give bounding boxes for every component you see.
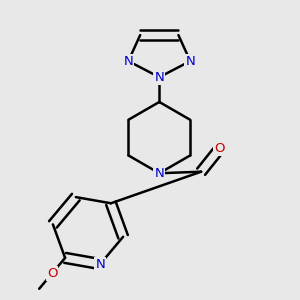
Text: N: N xyxy=(95,258,105,271)
Text: O: O xyxy=(47,267,57,280)
Text: N: N xyxy=(154,71,164,84)
Text: N: N xyxy=(154,167,164,180)
Text: N: N xyxy=(185,55,195,68)
Text: O: O xyxy=(214,142,225,155)
Text: N: N xyxy=(124,55,133,68)
